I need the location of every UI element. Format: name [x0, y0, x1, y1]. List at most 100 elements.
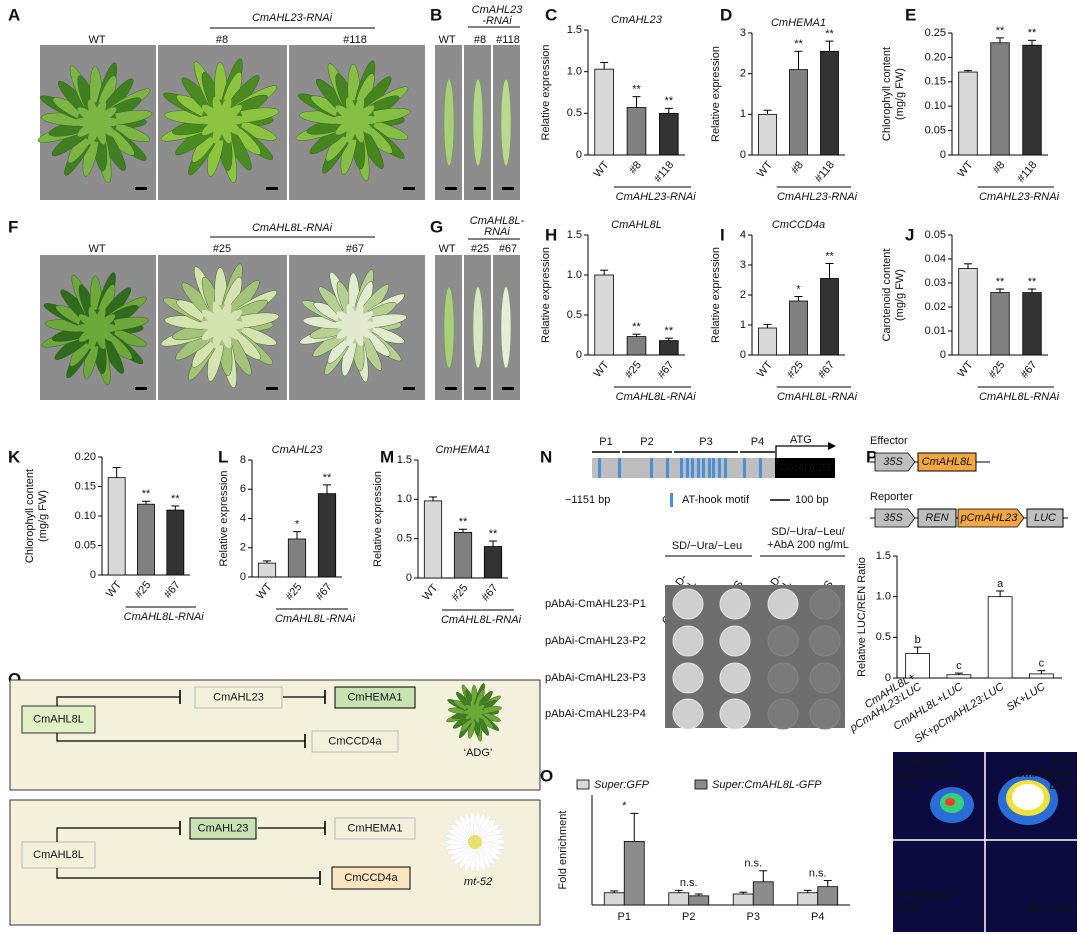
significance-label: **: [1028, 276, 1037, 288]
x-tick-label: #67: [1019, 359, 1040, 381]
y-tick-label: 1.0: [397, 493, 412, 505]
y-tick-label: 0: [576, 349, 582, 361]
y-tick-label: 0.10: [75, 510, 96, 522]
group-label: CmAHL8L-RNAi: [124, 611, 205, 623]
photo-label: WT: [88, 243, 105, 255]
gene-box: [917, 508, 957, 528]
panel-letter: H: [545, 225, 557, 244]
x-tick-label: #67: [314, 581, 335, 603]
y-axis-label: Relative expression: [540, 45, 552, 141]
node-label: CmCCD4a: [328, 735, 382, 747]
leaf: [220, 309, 243, 327]
luc-label: pCmAHL23:: [1008, 768, 1072, 780]
y-tick-label: 0.25: [925, 27, 946, 39]
bar: [1022, 44, 1042, 156]
bar: [688, 895, 710, 906]
model-panel: [9, 799, 541, 926]
motif-legend: AT-hook motif: [682, 494, 750, 506]
chart-title: CmAHL23: [611, 14, 663, 26]
x-tick-label: P2: [682, 911, 695, 923]
y-tick-label: 0: [406, 572, 412, 584]
phenotype-label: mt-52: [464, 876, 492, 888]
chart-title: CmAHL23: [272, 444, 324, 456]
gene-node: [21, 705, 96, 734]
y-axis-label: Relative expression: [710, 46, 722, 142]
x-tick-label-group: #67: [655, 359, 676, 381]
model-panel: [9, 679, 541, 791]
luc-label: CmAHL8L+: [898, 889, 958, 901]
x-tick-label-group: #25: [623, 359, 644, 381]
x-tick-label-group: SK+LUC: [1005, 681, 1048, 714]
x-tick-label-group: #8: [627, 159, 644, 176]
leaf-sample: [472, 286, 484, 369]
x-tick-label: WT: [104, 579, 124, 600]
scale-label: 100 bp: [795, 494, 829, 506]
panel-letter: A: [8, 5, 20, 24]
x-tick-label: #25: [450, 582, 471, 604]
gene-node: [311, 730, 399, 753]
bar: [990, 42, 1010, 156]
phenotype-label: ‘ADG’: [464, 747, 493, 759]
y-axis-label: Relative expression: [540, 247, 552, 343]
bar: [594, 274, 614, 356]
bar: [257, 562, 277, 578]
yeast-spot: [719, 625, 751, 657]
x-tick-label-group: #25: [284, 581, 305, 603]
group-label: CmAHL8L-: [470, 215, 525, 227]
bar: [166, 509, 185, 576]
bar: [623, 841, 645, 906]
leaf: [88, 326, 100, 350]
y-tick-label: 0.5: [397, 533, 412, 545]
yeast-spot: [767, 588, 799, 620]
x-tick-label-group: WT: [755, 359, 775, 380]
promoter-box: [874, 508, 916, 528]
y-tick-label: 0: [940, 149, 946, 161]
at-hook-motif: [598, 458, 601, 478]
leaf: [95, 314, 116, 330]
x-tick-label-group: WT: [755, 159, 775, 180]
motif-key: [670, 493, 673, 507]
leaf: [94, 99, 107, 124]
scale-bar: [445, 387, 457, 390]
luc-signal: [1012, 784, 1044, 810]
x-tick-label: SK+LUC: [1005, 681, 1048, 714]
bar: [317, 493, 337, 578]
bar: [1029, 673, 1054, 679]
leaf: [346, 323, 358, 347]
bar: [668, 892, 690, 906]
significance-label: **: [665, 325, 674, 337]
y-tick-label: 0.5: [567, 309, 582, 321]
gene-node: [331, 866, 411, 890]
bar: [817, 886, 839, 906]
inhibit-line: [56, 868, 320, 879]
panel-letter: O: [540, 766, 553, 785]
panel-letter: M: [380, 447, 394, 466]
bar: [732, 893, 754, 906]
y-tick-label: 0.04: [925, 253, 946, 265]
group-label: CmAHL8L-RNAi: [979, 391, 1060, 403]
y-tick-label: 0: [240, 571, 246, 583]
bar: [958, 71, 978, 156]
y-tick-label: 0: [740, 349, 746, 361]
y-tick-label: 8: [240, 454, 246, 466]
x-tick-label-group: #25: [450, 582, 471, 604]
y-tick-label: 1.5: [567, 24, 582, 36]
gene-label: CmAHL23: [780, 462, 832, 474]
y-tick-label: 2: [240, 542, 246, 554]
y-tick-label: 1.5: [876, 550, 891, 562]
bar: [797, 892, 819, 906]
bar: [958, 268, 978, 356]
gene-box: [775, 458, 835, 478]
x-tick-label: #67: [480, 582, 501, 604]
leaf: [212, 118, 225, 144]
scale-bar: [403, 187, 415, 190]
node-label: CmHEMA1: [347, 691, 402, 703]
group-label: CmAHL8L-RNAi: [616, 391, 697, 403]
bar: [483, 546, 503, 579]
construct-label: Effector: [870, 435, 908, 447]
y-tick-label: 0.5: [567, 107, 582, 119]
bar: [1022, 292, 1042, 356]
row-label: pAbAi-CmAHL23-P3: [545, 672, 646, 684]
bar: [107, 477, 126, 576]
